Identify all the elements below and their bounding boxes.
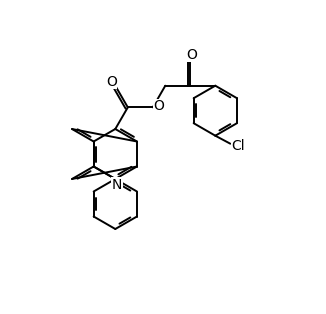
Text: O: O	[186, 48, 197, 62]
Text: O: O	[106, 75, 117, 89]
Text: Cl: Cl	[231, 139, 245, 153]
Text: N: N	[112, 178, 123, 192]
Text: O: O	[153, 99, 164, 113]
